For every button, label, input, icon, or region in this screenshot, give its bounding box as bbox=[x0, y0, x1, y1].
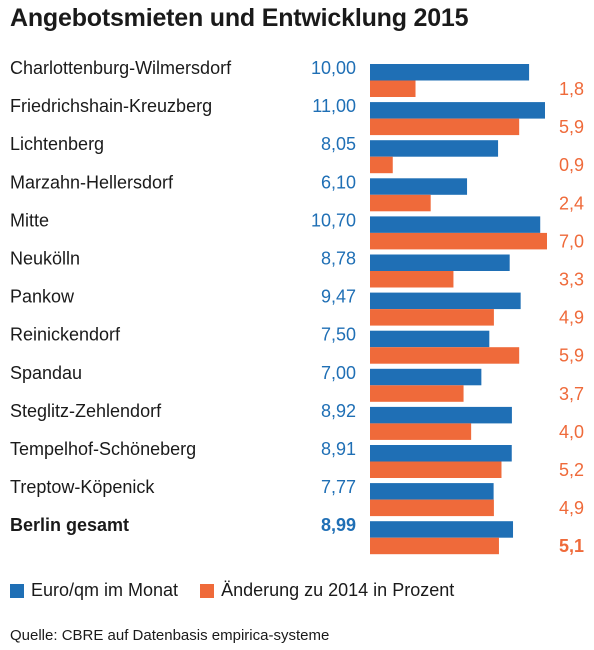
bar-euro bbox=[370, 64, 530, 81]
category-label: Friedrichshain-Kreuzberg bbox=[10, 96, 212, 116]
legend-swatch-euro bbox=[10, 583, 24, 598]
bar-euro bbox=[370, 216, 541, 233]
chart-row: Pankow 9,47 4,9 bbox=[10, 287, 584, 328]
value-label-euro: 7,77 bbox=[321, 477, 356, 497]
chart-row: Marzahn-Hellersdorf 6,10 2,4 bbox=[10, 172, 584, 213]
value-label-euro: 10,00 bbox=[311, 58, 356, 78]
value-label-change: 7,0 bbox=[559, 231, 584, 251]
value-label-change: 3,7 bbox=[559, 384, 584, 404]
category-label: Reinickendorf bbox=[10, 325, 121, 345]
category-label: Lichtenberg bbox=[10, 134, 104, 154]
value-label-euro: 8,92 bbox=[321, 401, 356, 421]
value-label-euro: 6,10 bbox=[321, 172, 356, 192]
chart-row: Charlottenburg-Wilmersdorf 10,00 1,8 bbox=[10, 58, 584, 99]
bar-euro bbox=[370, 368, 482, 386]
category-label: Steglitz-Zehlendorf bbox=[10, 401, 162, 421]
bar-euro bbox=[370, 521, 514, 538]
value-label-change: 4,0 bbox=[559, 422, 584, 442]
bar-change bbox=[370, 156, 393, 174]
chart-row: Neukölln 8,78 3,3 bbox=[10, 249, 584, 290]
value-label-euro: 8,99 bbox=[321, 515, 356, 535]
bar-euro bbox=[370, 102, 545, 119]
category-label: Neukölln bbox=[10, 249, 80, 269]
bar-change bbox=[370, 309, 494, 326]
legend: Euro/qm im Monat Änderung zu 2014 in Pro… bbox=[10, 580, 476, 601]
value-label-euro: 8,78 bbox=[321, 249, 356, 269]
bar-euro bbox=[370, 140, 499, 157]
chart-row: Berlin gesamt 8,99 5,1 bbox=[10, 515, 584, 556]
value-label-change: 0,9 bbox=[559, 155, 584, 175]
bar-change bbox=[370, 80, 416, 97]
category-label: Mitte bbox=[10, 210, 49, 230]
value-label-euro: 8,05 bbox=[321, 134, 356, 154]
bar-euro bbox=[370, 406, 512, 424]
value-label-change: 5,9 bbox=[559, 346, 584, 366]
bar-euro bbox=[370, 445, 512, 462]
category-label: Treptow-Köpenick bbox=[10, 477, 155, 497]
legend-label-euro: Euro/qm im Monat bbox=[31, 580, 179, 600]
value-label-euro: 11,00 bbox=[312, 96, 356, 116]
category-label: Charlottenburg-Wilmersdorf bbox=[10, 58, 232, 78]
bar-change bbox=[370, 194, 431, 212]
category-label: Spandau bbox=[10, 363, 82, 383]
category-label: Berlin gesamt bbox=[10, 515, 129, 535]
chart-row: Lichtenberg 8,05 0,9 bbox=[10, 134, 584, 175]
category-label: Marzahn-Hellersdorf bbox=[10, 172, 174, 192]
value-label-change: 5,1 bbox=[559, 536, 584, 556]
bar-change bbox=[370, 499, 494, 517]
chart-row: Friedrichshain-Kreuzberg 11,00 5,9 bbox=[10, 96, 584, 137]
chart-row: Treptow-Köpenick 7,77 4,9 bbox=[10, 477, 584, 518]
value-label-change: 4,9 bbox=[559, 498, 584, 518]
chart-row: Steglitz-Zehlendorf 8,92 4,0 bbox=[10, 401, 584, 442]
value-label-change: 5,9 bbox=[559, 117, 584, 137]
value-label-euro: 7,50 bbox=[321, 325, 356, 345]
bar-euro bbox=[370, 178, 468, 195]
legend-item-change: Änderung zu 2014 in Prozent bbox=[200, 580, 454, 601]
legend-label-change: Änderung zu 2014 in Prozent bbox=[221, 580, 455, 600]
bar-change bbox=[370, 118, 520, 136]
bar-euro bbox=[370, 330, 490, 348]
legend-swatch-change bbox=[200, 583, 215, 598]
bar-change bbox=[370, 232, 547, 250]
source-note: Quelle: CBRE auf Datenbasis empirica-sys… bbox=[10, 627, 330, 644]
value-label-euro: 8,91 bbox=[321, 439, 356, 459]
value-label-change: 5,2 bbox=[559, 460, 584, 480]
value-label-change: 3,3 bbox=[559, 270, 584, 290]
chart-row: Reinickendorf 7,50 5,9 bbox=[10, 325, 584, 366]
value-label-change: 1,8 bbox=[559, 79, 584, 99]
bar-change bbox=[370, 385, 464, 402]
category-label: Tempelhof-Schöneberg bbox=[10, 439, 196, 459]
value-label-euro: 7,00 bbox=[321, 363, 356, 383]
bar-euro bbox=[370, 292, 521, 310]
chart-row: Mitte 10,70 7,0 bbox=[10, 210, 584, 251]
value-label-euro: 10,70 bbox=[311, 210, 356, 230]
legend-item-euro: Euro/qm im Monat bbox=[10, 580, 178, 601]
value-label-change: 4,9 bbox=[559, 308, 584, 328]
chart-row: Spandau 7,00 3,7 bbox=[10, 363, 584, 404]
value-label-change: 2,4 bbox=[559, 193, 584, 213]
bar-euro bbox=[370, 483, 494, 500]
bar-euro bbox=[370, 254, 510, 271]
bar-change bbox=[370, 537, 499, 555]
bar-change bbox=[370, 461, 502, 478]
bar-change bbox=[370, 423, 472, 440]
chart-title: Angebotsmieten und Entwicklung 2015 bbox=[10, 4, 469, 32]
chart-row: Tempelhof-Schöneberg 8,91 5,2 bbox=[10, 439, 584, 480]
value-label-euro: 9,47 bbox=[321, 287, 356, 307]
bar-change bbox=[370, 271, 454, 288]
bar-chart: Charlottenburg-Wilmersdorf 10,001,8Friedr… bbox=[10, 58, 584, 556]
category-label: Pankow bbox=[10, 287, 75, 307]
bar-change bbox=[370, 347, 520, 364]
